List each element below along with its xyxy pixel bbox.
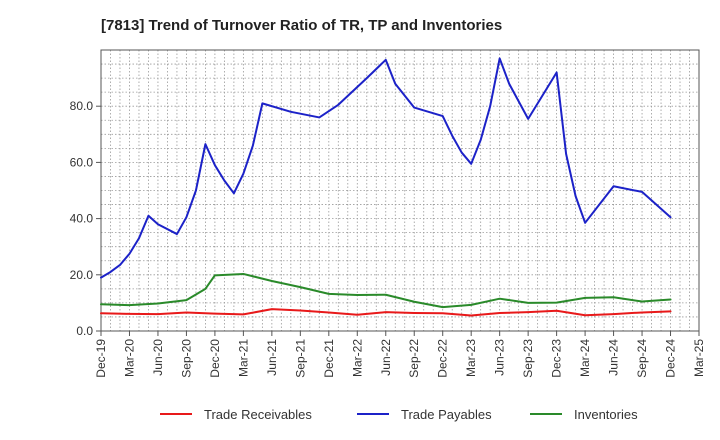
x-tick-label: Jun-22: [379, 339, 393, 376]
legend: Trade Receivables Trade Payables Inventori…: [160, 407, 638, 422]
y-tick-label: 80.0: [70, 99, 94, 113]
x-tick-label: Dec-19: [94, 339, 108, 378]
x-tick-label: Dec-20: [208, 339, 222, 378]
series-line-inventories: [100, 272, 672, 309]
x-tick-label: Dec-24: [664, 339, 678, 378]
y-tick-label: 20.0: [70, 268, 94, 282]
x-tick-label: Jun-20: [151, 339, 165, 376]
chart-title: [7813] Trend of Turnover Ratio of TR, TP…: [101, 17, 502, 34]
x-tick-label: Jun-24: [607, 339, 621, 376]
axes: 0.0 20.0 40.0 60.0 80.0 Dec-19 Mar-20 Jun-20 Sep…: [70, 49, 706, 378]
x-tick-label: Mar-21: [236, 339, 250, 377]
x-tick-label: Sep-20: [179, 339, 193, 378]
x-tick-label: Dec-23: [550, 339, 564, 378]
x-tick-label: Mar-20: [122, 339, 136, 377]
x-tick-label: Jun-21: [265, 339, 279, 376]
series-lines: [100, 57, 672, 317]
x-tick-label: Sep-24: [635, 339, 649, 378]
x-tick-label: Dec-22: [436, 339, 450, 378]
y-tick-label: 0.0: [76, 324, 93, 338]
series-line-trade-payables: [100, 57, 672, 279]
legend-item-inventories: Inventories: [530, 407, 638, 422]
y-tick-label: 60.0: [70, 155, 94, 169]
x-tick-label: Jun-23: [493, 339, 507, 376]
legend-label: Inventories: [574, 407, 638, 422]
x-tick-label: Mar-24: [578, 339, 592, 377]
x-tick-label: Dec-21: [322, 339, 336, 378]
x-tick-label: Mar-22: [350, 339, 364, 377]
legend-item-trade-receivables: Trade Receivables: [160, 407, 312, 422]
x-tick-label: Mar-23: [464, 339, 478, 377]
x-tick-label: Sep-23: [521, 339, 535, 378]
x-tick-label: Sep-22: [407, 339, 421, 378]
legend-label: Trade Receivables: [204, 407, 312, 422]
y-tick-label: 40.0: [70, 212, 94, 226]
plot-frame: [100, 49, 700, 332]
series-line-trade-receivables: [100, 308, 672, 317]
legend-label: Trade Payables: [401, 407, 492, 422]
legend-item-trade-payables: Trade Payables: [357, 407, 492, 422]
x-tick-label: Mar-25: [692, 339, 706, 377]
x-tick-label: Sep-21: [293, 339, 307, 378]
